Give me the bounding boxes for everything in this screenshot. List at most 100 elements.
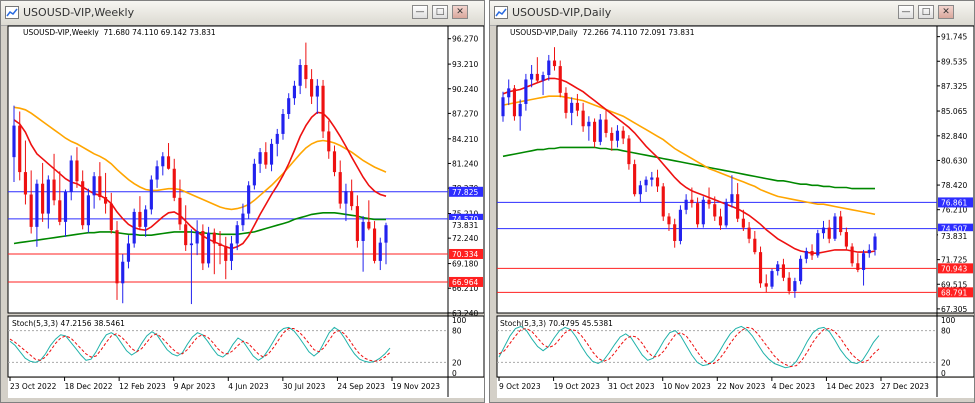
weekly-chart[interactable]: 96.27093.21090.24087.27084.21081.24078.2… xyxy=(1,1,484,402)
daily-candle-body xyxy=(701,199,705,225)
weekly-candle-body xyxy=(315,85,319,97)
maximize-button[interactable]: □ xyxy=(918,5,934,19)
weekly-candle-body xyxy=(149,179,153,210)
daily-candle-body xyxy=(781,264,786,278)
daily-candle-body xyxy=(644,179,648,186)
weekly-stoch-level-label: 80 xyxy=(452,327,462,336)
weekly-candle-body xyxy=(201,231,205,264)
daily-price-tick-label: 89.535 xyxy=(941,57,967,66)
weekly-candle-body xyxy=(332,151,337,173)
daily-candle-body xyxy=(736,194,740,219)
weekly-candle-body xyxy=(378,242,382,261)
daily-candle-body xyxy=(690,199,694,204)
weekly-candle-body xyxy=(292,85,297,99)
weekly-candle-body xyxy=(35,183,39,227)
daily-candle-body xyxy=(804,251,808,259)
weekly-chart-window[interactable]: USOUSD-VIP,Weekly — □ ✕ 96.270 93.210 90.2… xyxy=(0,0,485,403)
weekly-candle-body xyxy=(172,168,176,198)
weekly-candle-body xyxy=(41,183,45,214)
weekly-candle-body xyxy=(350,191,354,207)
weekly-candle-body xyxy=(144,209,148,227)
weekly-candle-body xyxy=(103,196,108,204)
weekly-level-tag xyxy=(449,213,483,224)
daily-candle-body xyxy=(552,60,557,67)
daily-candle-body xyxy=(747,227,751,239)
weekly-price-tick-label: 66.210 xyxy=(452,284,478,293)
daily-current-price-label: 73.831 xyxy=(941,232,967,241)
weekly-level-tag xyxy=(449,248,483,259)
daily-candle-body xyxy=(856,263,860,270)
weekly-level-label: 66.964 xyxy=(452,278,478,287)
weekly-candle-body xyxy=(121,261,125,284)
daily-candle-body xyxy=(770,271,774,287)
weekly-level-label: 70.334 xyxy=(452,250,478,259)
chart-icon xyxy=(5,6,19,19)
weekly-candle-body xyxy=(98,176,102,197)
weekly-candle-body xyxy=(86,195,90,226)
daily-candle-body xyxy=(873,236,877,250)
daily-chart[interactable]: 91.745 89.535 87.325 85.065 82.840 80.630 78.4… xyxy=(490,1,974,402)
daily-candle-body xyxy=(655,177,660,187)
weekly-price-tick-label: 81.240 xyxy=(452,159,478,168)
daily-price-tick-label: 78.420 xyxy=(941,181,967,190)
weekly-candle-body xyxy=(327,131,331,152)
daily-candle-body xyxy=(501,97,505,117)
daily-candle-body xyxy=(558,66,562,93)
weekly-date-label: 19 Nov 2023 xyxy=(392,382,440,391)
daily-title-bar[interactable]: USOUSD-VIP,Daily — □ ✕ xyxy=(490,1,974,26)
minimize-button[interactable]: — xyxy=(898,5,914,19)
daily-chart-window[interactable]: USOUSD-VIP,Daily — □ ✕ 91.745 89.535 87.32… xyxy=(489,0,975,403)
daily-date-label: 4 Dec 2023 xyxy=(772,382,815,391)
weekly-candle-body xyxy=(195,231,199,244)
daily-candle-body xyxy=(615,130,620,141)
weekly-candle-body xyxy=(29,194,33,227)
weekly-ma-green-line xyxy=(13,212,386,245)
weekly-candle-body xyxy=(344,191,348,204)
daily-candle-body xyxy=(678,209,682,241)
weekly-candle-body xyxy=(275,133,279,144)
daily-candle-body xyxy=(753,238,757,253)
weekly-window-title: USOUSD-VIP,Weekly xyxy=(23,6,135,19)
weekly-candle-body xyxy=(287,98,291,114)
weekly-candle-body xyxy=(63,192,68,222)
daily-candle-body xyxy=(833,216,837,239)
weekly-candle-body xyxy=(18,125,22,173)
weekly-candle-body xyxy=(81,181,85,226)
daily-candle-body xyxy=(667,216,671,225)
weekly-candle-body xyxy=(235,225,239,244)
maximize-button[interactable]: □ xyxy=(432,5,448,19)
daily-date-label: 27 Dec 2023 xyxy=(881,382,929,391)
weekly-stoch-main-line xyxy=(9,326,391,363)
weekly-level-tag xyxy=(449,186,483,197)
weekly-candle-body xyxy=(361,221,365,241)
daily-window-title: USOUSD-VIP,Daily xyxy=(512,6,612,19)
daily-candle-body xyxy=(821,227,826,234)
daily-candle-body xyxy=(524,79,528,104)
daily-date-strip xyxy=(497,378,974,398)
daily-candle-body xyxy=(587,121,591,127)
minimize-button[interactable]: — xyxy=(412,5,428,19)
weekly-price-tick-label: 84.210 xyxy=(452,135,478,144)
daily-candle-body xyxy=(604,119,608,133)
weekly-price-tick-label: 96.270 xyxy=(452,35,478,44)
daily-stoch-pane xyxy=(496,315,974,378)
weekly-price-tick-label: 72.240 xyxy=(452,234,478,243)
daily-price-pane xyxy=(496,25,974,314)
daily-candle-body xyxy=(581,110,585,127)
close-button[interactable]: ✕ xyxy=(452,5,468,19)
daily-price-tick-label: 76.210 xyxy=(941,206,967,215)
daily-candle-body xyxy=(638,185,642,195)
daily-date-label: 14 Dec 2023 xyxy=(826,382,874,391)
daily-candle-body xyxy=(512,88,517,117)
weekly-candle-body xyxy=(367,221,371,229)
daily-candle-body xyxy=(633,164,637,195)
daily-candle-body xyxy=(730,194,734,202)
daily-candle-body xyxy=(850,246,854,264)
close-button[interactable]: ✕ xyxy=(938,5,954,19)
daily-candle-body xyxy=(844,232,848,247)
weekly-date-label: 24 Sep 2023 xyxy=(337,382,385,391)
daily-candle-body xyxy=(598,119,602,142)
daily-candle-body xyxy=(827,227,831,239)
weekly-price-tick-label: 90.240 xyxy=(452,85,478,94)
weekly-price-tick-label: 69.180 xyxy=(452,260,478,269)
